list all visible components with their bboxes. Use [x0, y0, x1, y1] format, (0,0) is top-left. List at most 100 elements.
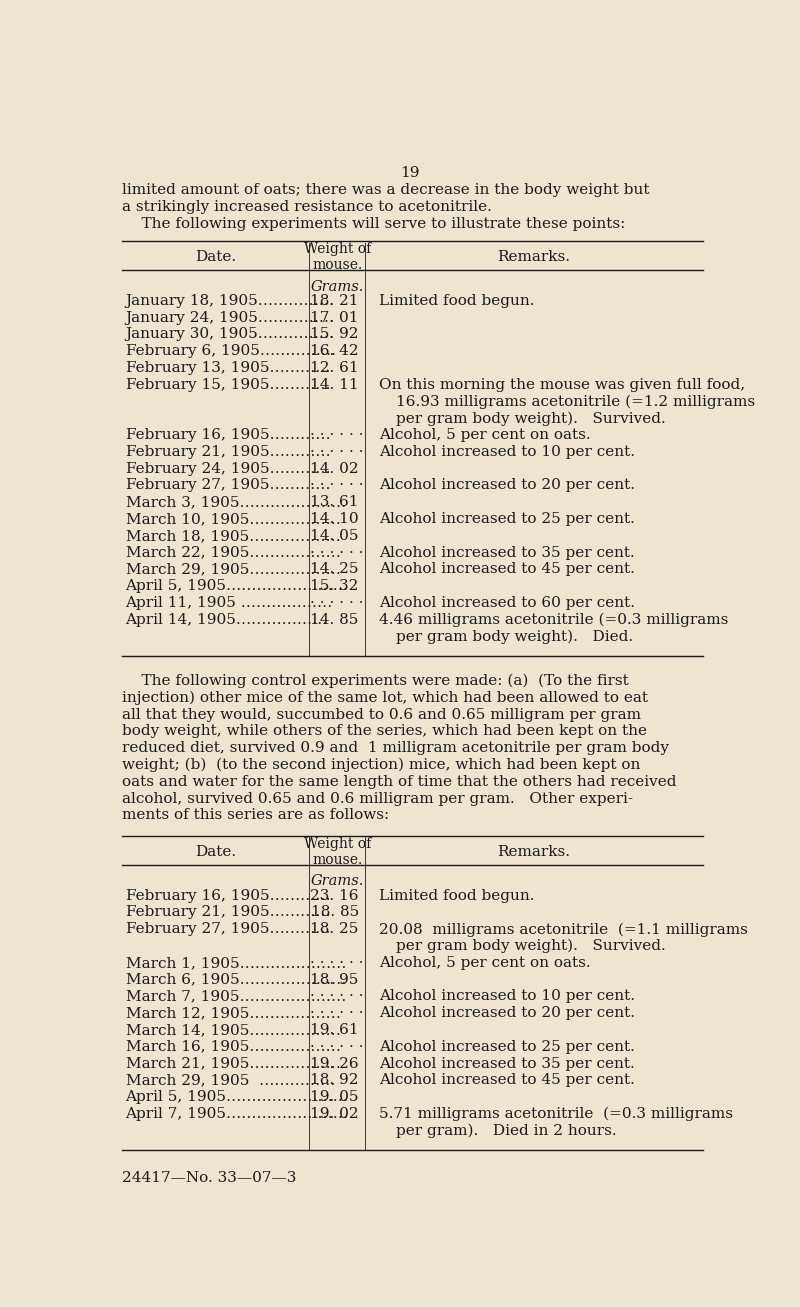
Text: The following experiments will serve to illustrate these points:: The following experiments will serve to …: [122, 217, 625, 230]
Text: reduced diet, survived 0.9 and  1 milligram acetonitrile per gram body: reduced diet, survived 0.9 and 1 milligr…: [122, 741, 669, 755]
Text: February 16, 1905…………: February 16, 1905…………: [126, 889, 330, 903]
Text: 14. 25: 14. 25: [310, 562, 359, 576]
Text: 15. 32: 15. 32: [310, 579, 359, 593]
Text: March 22, 1905………………: March 22, 1905………………: [126, 545, 341, 559]
Text: Limited food begun.: Limited food begun.: [379, 294, 534, 308]
Text: 14. 02: 14. 02: [310, 461, 359, 476]
Text: 4.46 milligrams acetonitrile (=0.3 milligrams: 4.46 milligrams acetonitrile (=0.3 milli…: [379, 613, 728, 627]
Text: 24417—No. 33—07—3: 24417—No. 33—07—3: [122, 1171, 296, 1185]
Text: 13. 61: 13. 61: [310, 495, 359, 510]
Text: · · · · · ·: · · · · · ·: [310, 955, 364, 970]
Text: · · · · · ·: · · · · · ·: [310, 596, 364, 610]
Text: On this morning the mouse was given full food,: On this morning the mouse was given full…: [379, 378, 745, 392]
Text: Remarks.: Remarks.: [498, 250, 570, 264]
Text: April 5, 1905……………………: April 5, 1905……………………: [126, 1090, 349, 1104]
Text: Alcohol increased to 25 per cent.: Alcohol increased to 25 per cent.: [379, 512, 635, 525]
Text: ments of this series are as follows:: ments of this series are as follows:: [122, 808, 389, 822]
Text: February 13, 1905…………: February 13, 1905…………: [126, 361, 330, 375]
Text: 18. 95: 18. 95: [310, 972, 359, 987]
Text: · · · · · ·: · · · · · ·: [310, 478, 364, 493]
Text: Alcohol increased to 25 per cent.: Alcohol increased to 25 per cent.: [379, 1040, 635, 1053]
Text: all that they would, succumbed to 0.6 and 0.65 milligram per gram: all that they would, succumbed to 0.6 an…: [122, 707, 641, 721]
Text: 14. 11: 14. 11: [310, 378, 359, 392]
Text: 14. 05: 14. 05: [310, 529, 359, 542]
Text: alcohol, survived 0.65 and 0.6 milligram per gram.   Other experi-: alcohol, survived 0.65 and 0.6 milligram…: [122, 792, 633, 805]
Text: February 27, 1905…………: February 27, 1905…………: [126, 478, 330, 493]
Text: March 7, 1905…………………: March 7, 1905…………………: [126, 989, 346, 1004]
Text: March 12, 1905………………: March 12, 1905………………: [126, 1006, 341, 1021]
Text: March 29, 1905………………: March 29, 1905………………: [126, 562, 341, 576]
Text: body weight, while others of the series, which had been kept on the: body weight, while others of the series,…: [122, 724, 646, 738]
Text: February 21, 1905…………: February 21, 1905…………: [126, 444, 330, 459]
Text: Limited food begun.: Limited food begun.: [379, 889, 534, 903]
Text: March 10, 1905………………: March 10, 1905………………: [126, 512, 341, 525]
Text: April 14, 1905………………: April 14, 1905………………: [126, 613, 328, 627]
Text: January 18, 1905……………: January 18, 1905……………: [126, 294, 334, 308]
Text: per gram body weight).   Survived.: per gram body weight). Survived.: [396, 412, 666, 426]
Text: 19. 26: 19. 26: [310, 1056, 359, 1070]
Text: 14. 85: 14. 85: [310, 613, 359, 627]
Text: Alcohol increased to 20 per cent.: Alcohol increased to 20 per cent.: [379, 1006, 635, 1021]
Text: Alcohol increased to 10 per cent.: Alcohol increased to 10 per cent.: [379, 444, 635, 459]
Text: March 3, 1905…………………: March 3, 1905…………………: [126, 495, 346, 510]
Text: Remarks.: Remarks.: [498, 846, 570, 859]
Text: April 5, 1905……………………: April 5, 1905……………………: [126, 579, 349, 593]
Text: · · · · · ·: · · · · · ·: [310, 989, 364, 1004]
Text: 18. 25: 18. 25: [310, 923, 359, 936]
Text: March 16, 1905………………: March 16, 1905………………: [126, 1040, 341, 1053]
Text: Alcohol increased to 20 per cent.: Alcohol increased to 20 per cent.: [379, 478, 635, 493]
Text: Date.: Date.: [195, 250, 236, 264]
Text: Weight of
mouse.: Weight of mouse.: [303, 242, 370, 272]
Text: 12. 61: 12. 61: [310, 361, 359, 375]
Text: 14. 10: 14. 10: [310, 512, 359, 525]
Text: 18. 21: 18. 21: [310, 294, 359, 308]
Text: limited amount of oats; there was a decrease in the body weight but: limited amount of oats; there was a decr…: [122, 183, 650, 197]
Text: The following control experiments were made: (a)  (To the first: The following control experiments were m…: [122, 674, 629, 689]
Text: 16.93 milligrams acetonitrile (=1.2 milligrams: 16.93 milligrams acetonitrile (=1.2 mill…: [396, 395, 755, 409]
Text: 23. 16: 23. 16: [310, 889, 359, 903]
Text: Alcohol increased to 60 per cent.: Alcohol increased to 60 per cent.: [379, 596, 635, 610]
Text: 20.08  milligrams acetonitrile  (=1.1 milligrams: 20.08 milligrams acetonitrile (=1.1 mill…: [379, 923, 748, 937]
Text: a strikingly increased resistance to acetonitrile.: a strikingly increased resistance to ace…: [122, 200, 491, 214]
Text: 19. 02: 19. 02: [310, 1107, 359, 1121]
Text: February 15, 1905…………: February 15, 1905…………: [126, 378, 330, 392]
Text: per gram body weight).   Survived.: per gram body weight). Survived.: [396, 938, 666, 953]
Text: Date.: Date.: [195, 846, 236, 859]
Text: per gram).   Died in 2 hours.: per gram). Died in 2 hours.: [396, 1124, 617, 1138]
Text: · · · · · ·: · · · · · ·: [310, 429, 364, 442]
Text: March 6, 1905…………………: March 6, 1905…………………: [126, 972, 346, 987]
Text: · · · · · ·: · · · · · ·: [310, 1040, 364, 1053]
Text: 18. 92: 18. 92: [310, 1073, 359, 1087]
Text: Grams.: Grams.: [310, 874, 364, 889]
Text: · · · · · ·: · · · · · ·: [310, 1006, 364, 1021]
Text: February 21, 1905…………: February 21, 1905…………: [126, 906, 330, 920]
Text: February 24, 1905…………: February 24, 1905…………: [126, 461, 330, 476]
Text: March 18, 1905………………: March 18, 1905………………: [126, 529, 340, 542]
Text: 19. 05: 19. 05: [310, 1090, 359, 1104]
Text: 19. 61: 19. 61: [310, 1023, 359, 1036]
Text: March 1, 1905…………………: March 1, 1905…………………: [126, 955, 346, 970]
Text: Alcohol increased to 10 per cent.: Alcohol increased to 10 per cent.: [379, 989, 635, 1004]
Text: February 27, 1905…………: February 27, 1905…………: [126, 923, 330, 936]
Text: Alcohol, 5 per cent on oats.: Alcohol, 5 per cent on oats.: [379, 429, 590, 442]
Text: 17. 01: 17. 01: [310, 311, 359, 324]
Text: per gram body weight).   Died.: per gram body weight). Died.: [396, 630, 633, 644]
Text: oats and water for the same length of time that the others had received: oats and water for the same length of ti…: [122, 775, 676, 789]
Text: 19: 19: [400, 166, 420, 180]
Text: 5.71 milligrams acetonitrile  (=0.3 milligrams: 5.71 milligrams acetonitrile (=0.3 milli…: [379, 1107, 733, 1121]
Text: Alcohol increased to 35 per cent.: Alcohol increased to 35 per cent.: [379, 545, 634, 559]
Text: March 29, 1905  ……………: March 29, 1905 ……………: [126, 1073, 335, 1087]
Text: April 7, 1905……………………: April 7, 1905……………………: [126, 1107, 349, 1121]
Text: · · · · · ·: · · · · · ·: [310, 545, 364, 559]
Text: 15. 92: 15. 92: [310, 328, 359, 341]
Text: injection) other mice of the same lot, which had been allowed to eat: injection) other mice of the same lot, w…: [122, 691, 648, 706]
Text: · · · · · ·: · · · · · ·: [310, 444, 364, 459]
Text: April 11, 1905 ………………: April 11, 1905 ………………: [126, 596, 333, 610]
Text: Alcohol increased to 35 per cent.: Alcohol increased to 35 per cent.: [379, 1056, 634, 1070]
Text: January 30, 1905……………: January 30, 1905……………: [126, 328, 334, 341]
Text: 18. 85: 18. 85: [310, 906, 359, 920]
Text: weight; (b)  (to the second injection) mice, which had been kept on: weight; (b) (to the second injection) mi…: [122, 758, 640, 772]
Text: Alcohol increased to 45 per cent.: Alcohol increased to 45 per cent.: [379, 562, 635, 576]
Text: February 6, 1905……………: February 6, 1905……………: [126, 344, 336, 358]
Text: January 24, 1905……………: January 24, 1905……………: [126, 311, 334, 324]
